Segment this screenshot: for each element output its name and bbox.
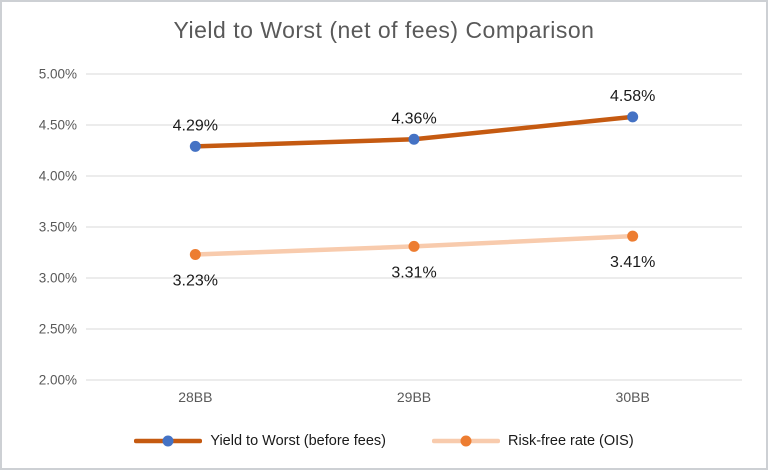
data-label: 4.36% — [391, 110, 436, 127]
y-tick-label: 4.00% — [39, 169, 77, 184]
y-tick-label: 3.00% — [39, 271, 77, 286]
series-marker — [408, 240, 420, 252]
data-label: 4.29% — [173, 117, 218, 134]
series-marker — [408, 133, 420, 145]
y-tick-label: 4.50% — [39, 118, 77, 133]
series-marker — [627, 111, 639, 123]
y-tick-label: 2.50% — [39, 322, 77, 337]
data-label: 3.41% — [610, 254, 655, 271]
data-label: 4.58% — [610, 88, 655, 105]
legend: Yield to Worst (before fees) Risk-free r… — [2, 433, 766, 449]
x-tick-label: 30BB — [616, 389, 650, 405]
series-marker — [189, 140, 201, 152]
x-tick-label: 28BB — [178, 389, 212, 405]
series-marker — [189, 249, 201, 261]
chart-title: Yield to Worst (net of fees) Comparison — [173, 17, 595, 43]
legend-label-risk-free-rate: Risk-free rate (OIS) — [508, 433, 634, 449]
y-tick-label: 5.00% — [39, 67, 77, 82]
data-label: 3.31% — [391, 264, 436, 281]
series-marker — [627, 230, 639, 242]
x-tick-label: 29BB — [397, 389, 431, 405]
legend-item-yield-to-worst: Yield to Worst (before fees) — [134, 433, 386, 449]
y-tick-label: 2.00% — [39, 373, 77, 388]
legend-swatch-risk-free-rate — [432, 435, 500, 447]
y-tick-label: 3.50% — [39, 220, 77, 235]
legend-label-yield-to-worst: Yield to Worst (before fees) — [210, 433, 386, 449]
data-label: 3.23% — [173, 273, 218, 290]
legend-item-risk-free-rate: Risk-free rate (OIS) — [432, 433, 634, 449]
plot-area: 5.00% 4.50% 4.00% 3.50% 3.00% 2.50% 2.00% 28BB 2… — [39, 67, 742, 405]
legend-swatch-yield-to-worst — [134, 435, 203, 447]
